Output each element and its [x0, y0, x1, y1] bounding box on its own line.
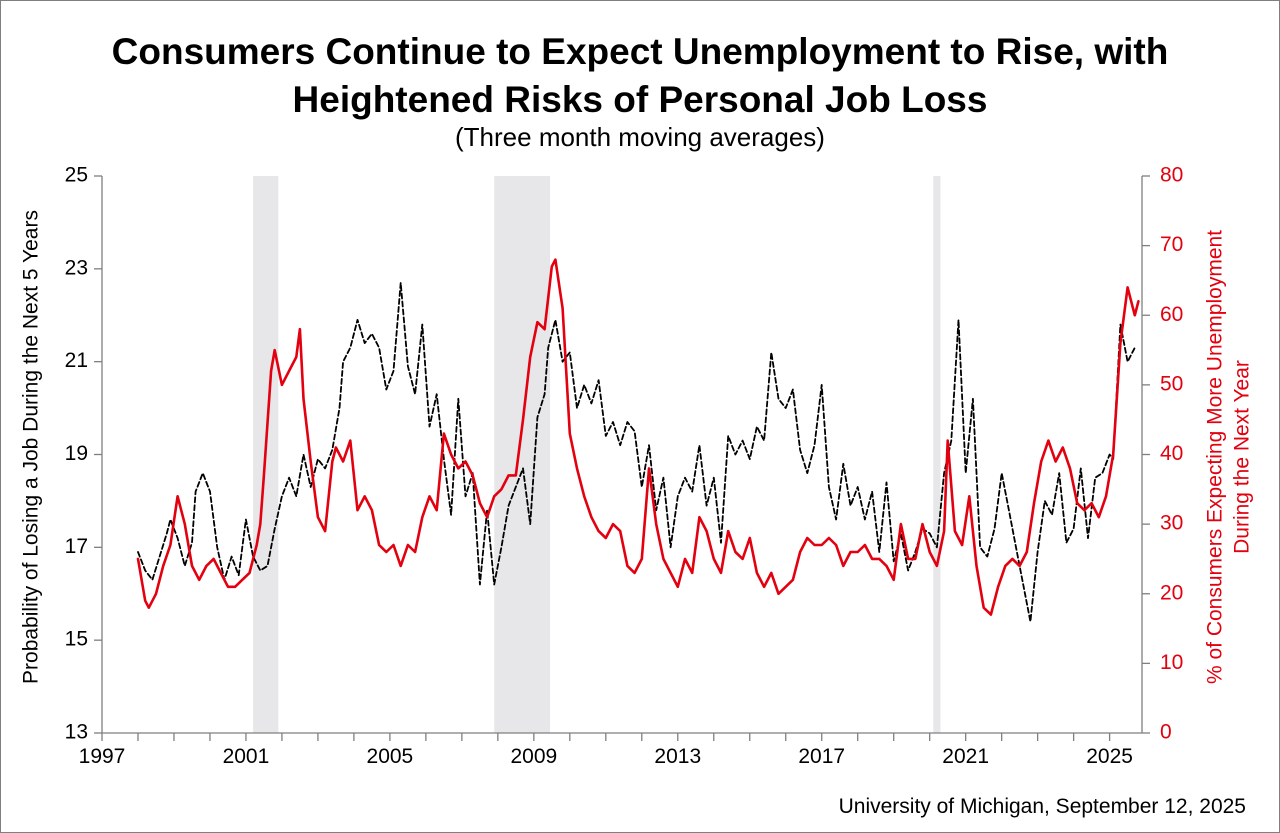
- y-left-tick-label: 13: [65, 721, 88, 744]
- y-left-tick-label: 21: [65, 349, 88, 372]
- y-axis-right-label-line-1: % of Consumers Expecting More Unemployme…: [1204, 230, 1227, 684]
- y-right-tick-label: 50: [1160, 372, 1183, 395]
- y-left-tick-label: 19: [65, 442, 88, 465]
- x-tick-label: 2021: [942, 745, 989, 768]
- chart-tick-labels: 13 15 17 19 21 23 25 0 10 20 30 40 50 60 70 80 1997 2001 2…: [65, 164, 1184, 768]
- chart-series: [136, 258, 1140, 623]
- source-footnote: University of Michigan, September 12, 20…: [838, 795, 1246, 818]
- y-right-tick-label: 70: [1160, 233, 1183, 256]
- recession-band-2: [933, 176, 941, 733]
- y-right-tick-label: 80: [1160, 164, 1183, 187]
- chart-subtitle: (Three month moving averages): [455, 122, 825, 152]
- y-right-tick-label: 60: [1160, 303, 1183, 326]
- y-axis-left-label: Probability of Losing a Job During the N…: [20, 210, 43, 684]
- y-left-tick-label: 25: [65, 164, 88, 187]
- y-left-tick-label: 17: [65, 535, 88, 558]
- y-left-tick-label: 15: [65, 628, 88, 651]
- x-tick-label: 2005: [367, 745, 414, 768]
- y-right-tick-label: 20: [1160, 581, 1183, 604]
- x-tick-label: 2017: [798, 745, 845, 768]
- y-axis-right-label-line-2: During the Next Year: [1231, 360, 1254, 554]
- chart-title-line-2: Heightened Risks of Personal Job Loss: [292, 79, 988, 120]
- x-tick-label: 2001: [223, 745, 270, 768]
- x-tick-label: 2009: [510, 745, 557, 768]
- recession-bands: [253, 176, 941, 733]
- x-tick-label: 2025: [1086, 745, 1133, 768]
- y-right-tick-label: 0: [1160, 721, 1172, 744]
- x-tick-label: 1997: [79, 745, 126, 768]
- job-loss-probability-line: [137, 281, 1136, 623]
- y-right-tick-label: 30: [1160, 512, 1183, 535]
- y-left-tick-label: 23: [65, 256, 88, 279]
- x-tick-label: 2013: [654, 745, 701, 768]
- recession-band-1: [494, 176, 551, 733]
- y-right-tick-label: 40: [1160, 442, 1183, 465]
- chart-axes: [94, 175, 1150, 741]
- chart-title-line-1: Consumers Continue to Expect Unemploymen…: [111, 31, 1169, 72]
- y-right-tick-label: 10: [1160, 651, 1183, 674]
- expect-more-unemployment-line: [136, 258, 1140, 616]
